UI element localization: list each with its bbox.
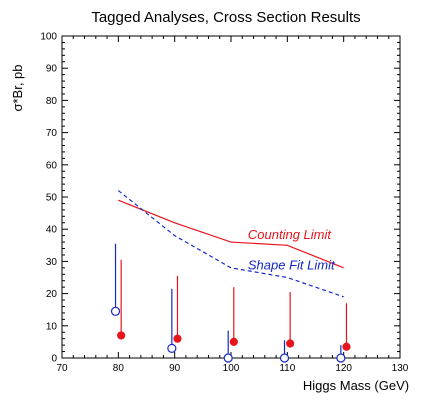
shape-fit-point	[336, 353, 346, 363]
series-layer	[110, 190, 351, 363]
x-tick-label: 70	[56, 363, 68, 374]
x-tick-label: 110	[279, 363, 295, 374]
counting-point	[229, 337, 238, 346]
y-tick-label: 40	[46, 225, 58, 236]
y-tick-label: 0	[51, 354, 57, 365]
counting-point	[342, 342, 351, 351]
y-tick-label: 30	[46, 257, 58, 268]
y-tick-label: 80	[46, 96, 58, 107]
shape-fit-point	[167, 343, 177, 353]
shape-fit-limit-line	[117, 190, 344, 298]
counting-limit-label: Counting Limit	[248, 227, 332, 242]
shape-fit-limit-label: Shape Fit Limit	[248, 257, 336, 272]
shape-fit-point	[279, 353, 290, 363]
y-tick-labels: 0 10 20 30 40 50 60 70 80 90 100	[40, 32, 57, 365]
x-tick-label: 100	[223, 363, 240, 374]
y-axis-label: σ*Br, pb	[10, 64, 25, 111]
shape-fit-point	[223, 353, 233, 363]
y-tick-label: 90	[46, 64, 58, 75]
y-tick-label: 50	[46, 193, 58, 204]
counting-limit-line	[118, 199, 344, 269]
chart-title: Tagged Analyses, Cross Section Results	[91, 9, 360, 26]
x-tick-label: 80	[113, 363, 125, 374]
y-tick-label: 60	[46, 160, 58, 171]
counting-point	[286, 339, 295, 348]
counting-point	[117, 331, 126, 340]
counting-point	[173, 334, 182, 343]
minor-ticks	[62, 36, 400, 358]
y-tick-label: 20	[46, 289, 58, 300]
y-tick-label: 70	[46, 128, 58, 139]
x-tick-labels: 70 80 90 100 110 120 130	[56, 363, 408, 374]
x-tick-label: 130	[392, 363, 409, 374]
x-tick-label: 120	[335, 363, 352, 374]
y-tick-label: 100	[40, 32, 57, 43]
x-axis-label: Higgs Mass (GeV)	[303, 378, 409, 393]
shape-fit-point	[110, 306, 121, 316]
y-tick-label: 10	[46, 321, 58, 332]
x-tick-label: 90	[169, 363, 181, 374]
annotation-layer: Counting Limit Shape Fit Limit	[248, 227, 336, 273]
